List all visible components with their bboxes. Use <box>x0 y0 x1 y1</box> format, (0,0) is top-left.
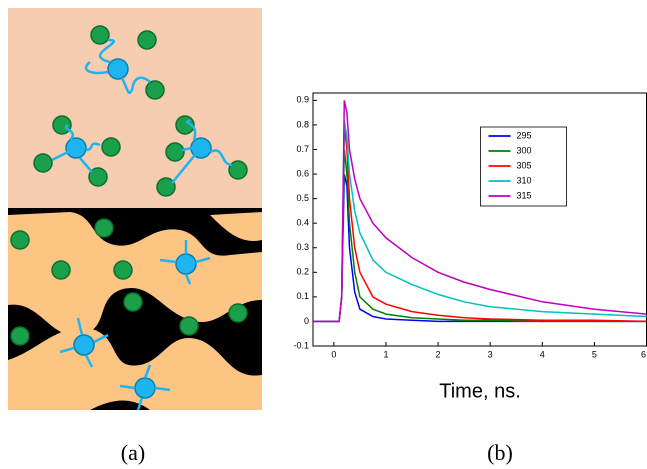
x-tick-label: 5 <box>592 349 597 359</box>
legend-label: 310 <box>517 175 532 185</box>
y-tick-label: -0.1 <box>293 340 309 350</box>
blue-particles <box>65 58 212 399</box>
plot-area <box>312 92 647 347</box>
legend-label: 305 <box>517 160 532 170</box>
y-tick-label: 0.5 <box>296 193 309 203</box>
blob <box>8 212 262 336</box>
panel-top <box>8 8 262 208</box>
legend-label: 315 <box>517 190 532 200</box>
x-tick-label: 4 <box>540 349 545 359</box>
x-tick-label: 6 <box>641 349 646 359</box>
green-particles <box>10 25 248 346</box>
series-line <box>313 100 647 323</box>
x-tick-label: 3 <box>488 349 493 359</box>
y-tick-label: 0.6 <box>296 168 309 178</box>
y-tick-label: 0.1 <box>296 291 309 301</box>
y-tick-label: 0.4 <box>296 218 309 228</box>
y-tick-label: 0 <box>304 316 309 326</box>
legend-label: 295 <box>517 130 532 140</box>
y-tick-label: 0.7 <box>296 144 309 154</box>
x-tick-label: 0 <box>331 349 336 359</box>
legend-label: 300 <box>517 145 532 155</box>
y-tick-label: 0.2 <box>296 267 309 277</box>
x-axis-label: Time, ns. <box>439 380 521 402</box>
y-tick-label: 0.9 <box>296 95 309 105</box>
x-tick-label: 1 <box>383 349 388 359</box>
caption: (a) <box>121 440 145 465</box>
arrows <box>51 38 233 411</box>
y-tick-label: 0.8 <box>296 119 309 129</box>
y-tick-label: 0.3 <box>296 242 309 252</box>
blob <box>210 212 262 241</box>
illustration <box>8 8 262 411</box>
caption: (b) <box>487 440 513 465</box>
x-tick-label: 2 <box>436 349 441 359</box>
